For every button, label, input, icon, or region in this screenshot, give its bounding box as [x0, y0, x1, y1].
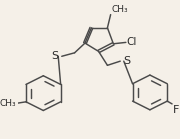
Text: Cl: Cl [127, 37, 137, 47]
Text: S: S [123, 56, 130, 66]
Text: CH₃: CH₃ [0, 99, 16, 108]
Text: CH₃: CH₃ [111, 5, 128, 14]
Text: F: F [173, 105, 179, 115]
Text: S: S [52, 51, 59, 61]
